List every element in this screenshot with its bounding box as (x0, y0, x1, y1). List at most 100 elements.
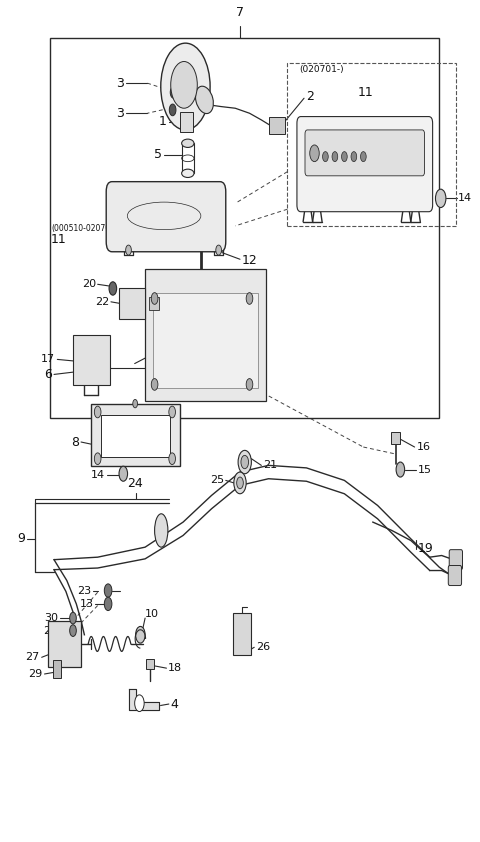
Circle shape (170, 87, 177, 99)
Circle shape (234, 472, 246, 493)
FancyBboxPatch shape (106, 182, 226, 252)
Circle shape (151, 293, 158, 304)
Text: 28: 28 (44, 626, 58, 636)
Circle shape (435, 189, 446, 207)
Circle shape (109, 282, 117, 296)
FancyBboxPatch shape (48, 621, 81, 668)
Text: P: P (120, 213, 124, 218)
Text: 2: 2 (174, 213, 178, 218)
FancyBboxPatch shape (91, 403, 180, 466)
FancyBboxPatch shape (101, 415, 170, 457)
Circle shape (216, 245, 221, 255)
Circle shape (246, 379, 253, 391)
Circle shape (171, 61, 197, 109)
Text: 7: 7 (236, 6, 244, 19)
Polygon shape (129, 689, 159, 710)
FancyBboxPatch shape (73, 335, 110, 386)
Ellipse shape (181, 169, 194, 178)
FancyBboxPatch shape (180, 112, 193, 131)
Text: (020701-): (020701-) (300, 66, 344, 74)
Text: 17: 17 (41, 354, 55, 365)
Circle shape (119, 466, 128, 482)
Text: 30: 30 (44, 613, 58, 623)
Text: 18: 18 (168, 663, 182, 673)
Text: 8: 8 (71, 435, 79, 449)
Text: 24: 24 (127, 477, 143, 490)
Text: 14: 14 (91, 470, 105, 480)
Circle shape (351, 152, 357, 162)
Text: 9: 9 (18, 532, 25, 546)
Text: 22: 22 (95, 297, 109, 306)
Text: (000510-020701): (000510-020701) (51, 224, 118, 233)
Text: 23: 23 (77, 585, 91, 595)
Text: 1: 1 (159, 115, 167, 128)
Text: 25: 25 (210, 476, 224, 485)
Bar (50, 38, 439, 418)
Text: 29: 29 (28, 669, 43, 679)
Circle shape (161, 43, 210, 130)
Circle shape (238, 450, 252, 474)
Text: 5: 5 (154, 148, 162, 162)
Text: 3: 3 (164, 213, 168, 218)
Circle shape (126, 245, 132, 255)
Text: 3: 3 (116, 77, 124, 90)
Circle shape (104, 584, 112, 597)
FancyBboxPatch shape (149, 297, 159, 310)
Text: 3: 3 (116, 107, 124, 120)
FancyBboxPatch shape (269, 117, 285, 134)
Text: 13: 13 (79, 599, 94, 609)
FancyBboxPatch shape (449, 550, 463, 570)
Circle shape (169, 453, 176, 465)
Text: 15: 15 (418, 465, 432, 475)
Circle shape (151, 379, 158, 391)
Text: 19: 19 (418, 542, 433, 556)
FancyBboxPatch shape (145, 269, 266, 401)
FancyBboxPatch shape (297, 116, 432, 211)
Circle shape (360, 152, 366, 162)
Circle shape (342, 152, 347, 162)
Text: 11: 11 (51, 232, 67, 246)
Text: 16: 16 (417, 442, 431, 452)
FancyBboxPatch shape (448, 566, 462, 585)
Text: 26: 26 (256, 642, 270, 653)
Circle shape (95, 406, 101, 418)
Text: 4: 4 (170, 697, 178, 711)
FancyBboxPatch shape (233, 613, 252, 655)
Circle shape (169, 104, 176, 115)
FancyBboxPatch shape (153, 293, 258, 388)
Text: 2: 2 (306, 90, 314, 103)
Text: 12: 12 (242, 254, 258, 268)
Circle shape (310, 145, 319, 162)
Text: 14: 14 (458, 194, 472, 204)
Circle shape (104, 597, 112, 610)
Ellipse shape (181, 139, 194, 147)
Circle shape (241, 456, 249, 469)
Text: 10: 10 (145, 609, 159, 619)
FancyBboxPatch shape (53, 660, 60, 678)
Text: 6: 6 (44, 368, 52, 381)
Circle shape (169, 406, 176, 418)
Circle shape (133, 399, 138, 408)
Ellipse shape (155, 514, 168, 547)
Text: 11: 11 (358, 86, 373, 99)
Circle shape (237, 477, 243, 488)
Circle shape (323, 152, 328, 162)
Circle shape (332, 152, 338, 162)
Text: R: R (130, 213, 134, 218)
Text: D: D (152, 213, 157, 218)
FancyBboxPatch shape (305, 130, 424, 176)
FancyBboxPatch shape (391, 432, 400, 444)
Circle shape (70, 612, 76, 624)
Ellipse shape (195, 86, 214, 114)
Circle shape (136, 626, 145, 643)
Text: 21: 21 (263, 461, 277, 471)
FancyBboxPatch shape (145, 659, 154, 669)
Text: 1: 1 (183, 213, 187, 218)
Circle shape (246, 293, 253, 304)
FancyBboxPatch shape (119, 289, 145, 318)
Circle shape (95, 453, 101, 465)
Circle shape (70, 625, 76, 637)
Circle shape (396, 462, 405, 477)
Text: 20: 20 (82, 280, 96, 290)
Circle shape (135, 695, 144, 711)
